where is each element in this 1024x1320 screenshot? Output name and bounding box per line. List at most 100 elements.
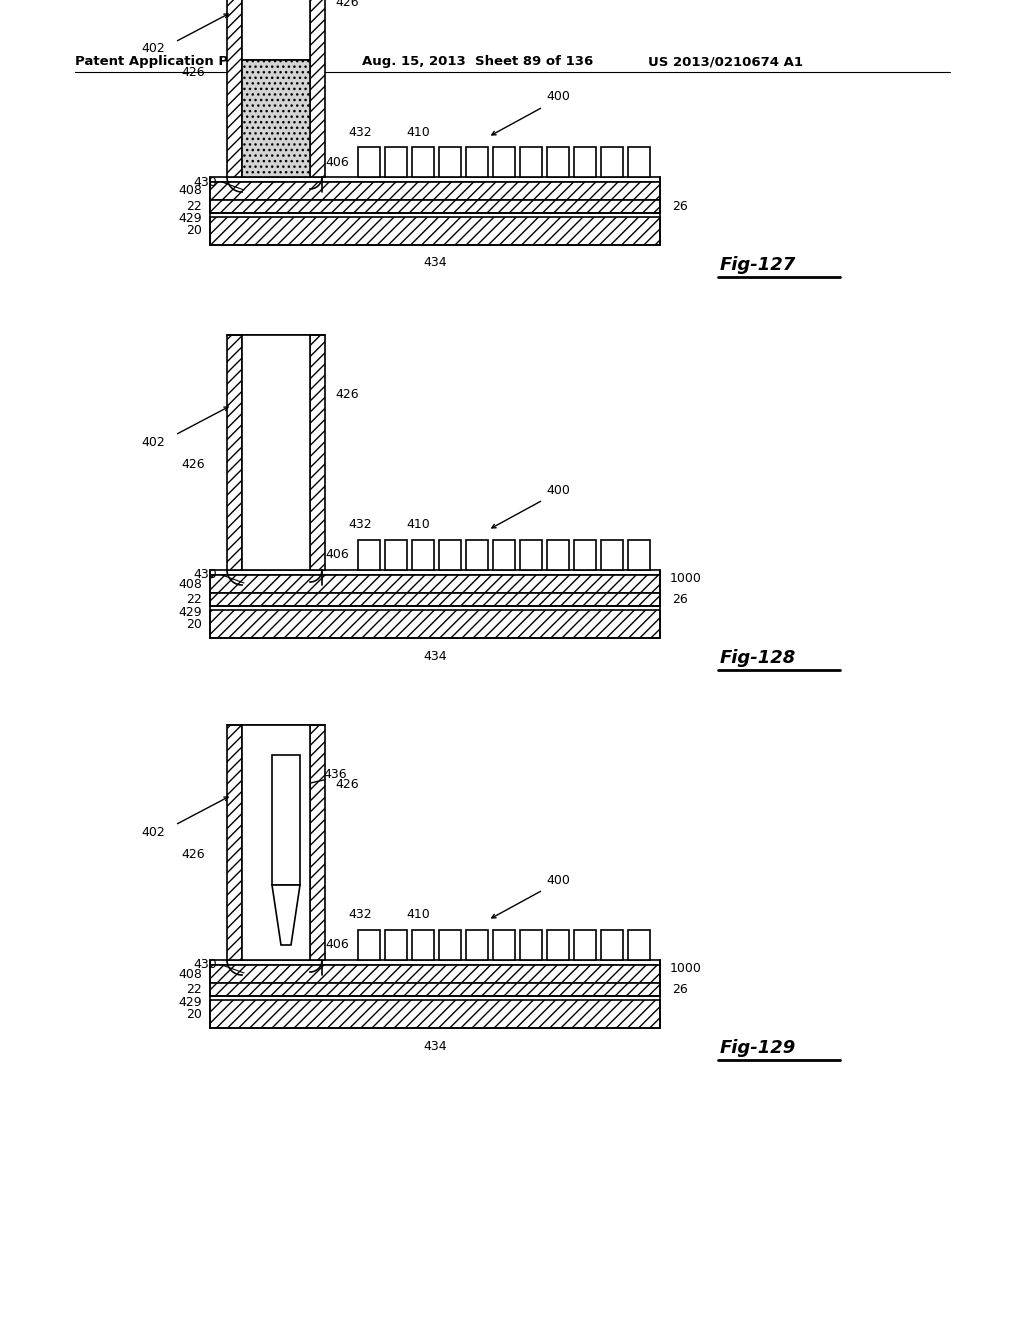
Bar <box>210 965 660 983</box>
Bar <box>242 0 310 59</box>
Text: 408: 408 <box>178 578 202 590</box>
Text: 426: 426 <box>335 388 358 401</box>
Bar <box>227 335 242 570</box>
Text: 430: 430 <box>194 958 217 972</box>
Bar <box>385 931 407 960</box>
Text: 430: 430 <box>194 569 217 582</box>
Bar <box>210 960 660 965</box>
Polygon shape <box>272 884 300 945</box>
Text: 432: 432 <box>348 908 372 921</box>
Text: 406: 406 <box>326 939 349 952</box>
Bar <box>210 593 660 606</box>
Bar <box>520 931 542 960</box>
Text: 20: 20 <box>186 618 202 631</box>
Bar <box>466 931 488 960</box>
Text: Fig-127: Fig-127 <box>720 256 797 275</box>
Bar <box>520 147 542 177</box>
Text: 1000: 1000 <box>670 572 701 585</box>
Bar <box>210 216 660 246</box>
Text: 1000: 1000 <box>670 961 701 974</box>
Bar <box>601 147 623 177</box>
Text: 402: 402 <box>141 42 165 55</box>
Bar <box>310 725 325 960</box>
Text: 432: 432 <box>348 125 372 139</box>
Bar <box>439 931 461 960</box>
Bar <box>358 931 380 960</box>
Bar <box>210 576 660 593</box>
Bar <box>210 177 660 182</box>
Text: 429: 429 <box>178 995 202 1008</box>
Bar <box>412 540 434 570</box>
Text: 402: 402 <box>141 825 165 838</box>
Text: 410: 410 <box>407 125 430 139</box>
Bar <box>439 540 461 570</box>
Text: 429: 429 <box>178 213 202 226</box>
Bar <box>227 0 242 177</box>
Text: 426: 426 <box>181 458 205 471</box>
Bar <box>628 540 650 570</box>
Text: 408: 408 <box>178 185 202 198</box>
Bar <box>628 931 650 960</box>
Bar <box>385 540 407 570</box>
Text: 20: 20 <box>186 224 202 238</box>
Bar <box>520 540 542 570</box>
Text: 22: 22 <box>186 593 202 606</box>
Text: 400: 400 <box>546 874 570 887</box>
Text: 429: 429 <box>178 606 202 619</box>
Text: 26: 26 <box>672 201 688 213</box>
Bar <box>574 147 596 177</box>
Bar <box>493 931 515 960</box>
Text: 434: 434 <box>423 256 446 269</box>
Bar <box>242 335 310 570</box>
Bar <box>493 147 515 177</box>
Text: 22: 22 <box>186 983 202 997</box>
Bar <box>210 182 660 201</box>
Text: 26: 26 <box>672 983 688 997</box>
Bar <box>547 540 569 570</box>
Text: 426: 426 <box>335 0 358 8</box>
Text: 406: 406 <box>326 156 349 169</box>
Bar <box>310 0 325 177</box>
Text: 400: 400 <box>546 91 570 103</box>
Text: 432: 432 <box>348 519 372 532</box>
Bar <box>358 540 380 570</box>
Text: Fig-128: Fig-128 <box>720 649 797 667</box>
Bar <box>210 610 660 638</box>
Text: Aug. 15, 2013  Sheet 89 of 136: Aug. 15, 2013 Sheet 89 of 136 <box>362 55 593 69</box>
Text: 410: 410 <box>407 519 430 532</box>
Text: 400: 400 <box>546 483 570 496</box>
Bar <box>210 570 660 576</box>
Bar <box>272 755 300 884</box>
Bar <box>412 931 434 960</box>
Text: 402: 402 <box>141 436 165 449</box>
Text: 20: 20 <box>186 1007 202 1020</box>
Bar <box>547 931 569 960</box>
Text: 408: 408 <box>178 968 202 981</box>
Text: Fig-129: Fig-129 <box>720 1039 797 1057</box>
Text: 434: 434 <box>423 1040 446 1052</box>
Text: 434: 434 <box>423 649 446 663</box>
Text: 1000: 1000 <box>260 112 292 125</box>
Bar <box>227 725 242 960</box>
Text: 424: 424 <box>264 743 288 756</box>
Text: 436: 436 <box>324 768 347 781</box>
Bar <box>412 147 434 177</box>
Bar <box>242 59 310 177</box>
Bar <box>601 540 623 570</box>
Text: 426: 426 <box>181 849 205 862</box>
Text: 410: 410 <box>407 908 430 921</box>
Bar <box>547 147 569 177</box>
Bar <box>210 983 660 997</box>
Bar <box>493 540 515 570</box>
Text: 430: 430 <box>194 176 217 189</box>
Bar <box>242 725 310 960</box>
Text: 426: 426 <box>181 66 205 78</box>
Bar <box>628 147 650 177</box>
Bar <box>439 147 461 177</box>
Bar <box>310 335 325 570</box>
Text: 424: 424 <box>264 354 288 367</box>
Text: Patent Application Publication: Patent Application Publication <box>75 55 303 69</box>
Text: US 2013/0210674 A1: US 2013/0210674 A1 <box>648 55 803 69</box>
Text: 406: 406 <box>326 549 349 561</box>
Bar <box>574 540 596 570</box>
